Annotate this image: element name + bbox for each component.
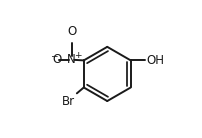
Text: OH: OH xyxy=(146,54,164,67)
Text: −: − xyxy=(50,51,58,60)
Text: +: + xyxy=(75,51,82,60)
Text: O: O xyxy=(52,53,61,66)
Text: Br: Br xyxy=(62,95,75,108)
Text: N: N xyxy=(67,53,76,66)
Text: O: O xyxy=(67,25,76,38)
